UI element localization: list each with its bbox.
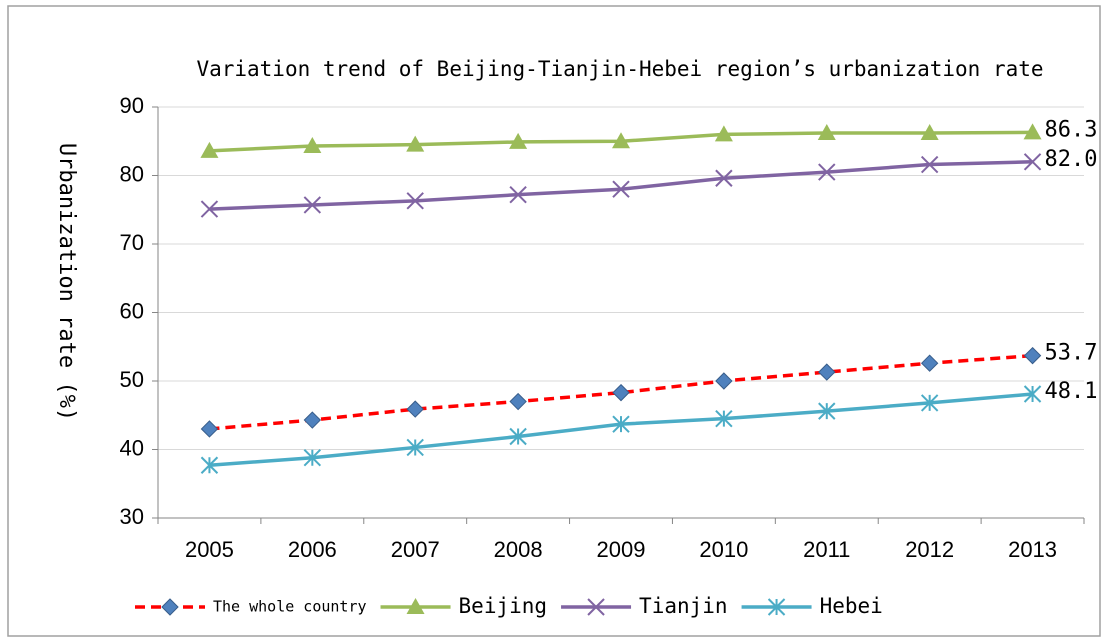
x-tick-label: 2007	[391, 537, 440, 562]
data-point	[920, 394, 939, 412]
data-point	[406, 400, 424, 418]
data-point	[612, 383, 630, 402]
data-point	[920, 354, 939, 372]
y-axis-label: Urbanization rate (%)	[54, 143, 79, 421]
legend-marker	[406, 598, 425, 614]
data-point	[1023, 346, 1042, 365]
data-point	[303, 137, 322, 154]
y-tick-label: 30	[120, 504, 144, 529]
legend-label: Tianjin	[639, 594, 728, 618]
y-tick-label: 40	[120, 435, 144, 460]
data-point	[1023, 123, 1042, 140]
x-tick-label: 2008	[494, 537, 543, 562]
data-label: 82.0	[1045, 147, 1098, 172]
data-point	[818, 363, 836, 381]
data-point	[715, 372, 733, 390]
legend-label: Hebei	[820, 594, 883, 618]
chart-frame	[7, 5, 1101, 637]
x-tick-label: 2013	[1008, 537, 1057, 562]
data-point	[509, 427, 527, 446]
y-tick-label: 50	[120, 367, 144, 392]
y-tick-label: 90	[120, 93, 144, 118]
data-point	[509, 185, 527, 204]
legend-marker	[767, 598, 786, 616]
data-point	[612, 180, 630, 198]
data-label: 53.7	[1045, 341, 1098, 366]
data-point	[303, 411, 322, 429]
x-tick-label: 2006	[288, 537, 337, 562]
y-tick-label: 80	[120, 161, 144, 186]
data-label: 86.3	[1045, 117, 1098, 142]
data-point	[406, 192, 424, 210]
series-line	[209, 353, 1033, 431]
data-point	[612, 415, 630, 433]
data-point	[303, 196, 322, 214]
y-tick-label: 70	[120, 230, 144, 255]
data-point	[920, 155, 939, 174]
data-label: 48.1	[1045, 379, 1098, 404]
x-tick-label: 2009	[597, 537, 646, 562]
legend-marker	[161, 598, 179, 616]
data-point	[406, 135, 425, 152]
data-point	[200, 420, 219, 438]
legend-marker	[587, 598, 605, 616]
legend-label: Beijing	[459, 594, 548, 618]
data-point	[714, 125, 733, 142]
data-point	[715, 409, 733, 428]
data-point	[1023, 153, 1042, 171]
data-point	[509, 132, 528, 149]
data-point	[509, 392, 527, 411]
x-tick-label: 2005	[185, 537, 234, 562]
data-point	[612, 132, 630, 149]
data-point	[817, 124, 836, 141]
data-point	[406, 438, 424, 457]
data-point	[715, 169, 733, 187]
data-point	[200, 141, 219, 158]
x-tick-label: 2011	[803, 537, 850, 562]
data-point	[303, 449, 322, 467]
x-tick-label: 2012	[905, 537, 954, 562]
data-point	[1023, 385, 1042, 403]
data-point	[200, 200, 219, 218]
legend-label: The whole country	[213, 598, 367, 616]
chart-title: Variation trend of Beijing-Tianjin-Hebei…	[196, 57, 1043, 81]
data-point	[818, 402, 836, 420]
data-point	[200, 456, 219, 474]
data-point	[920, 124, 939, 141]
data-point	[818, 163, 836, 181]
y-tick-label: 60	[120, 298, 144, 323]
x-tick-label: 2010	[699, 537, 748, 562]
